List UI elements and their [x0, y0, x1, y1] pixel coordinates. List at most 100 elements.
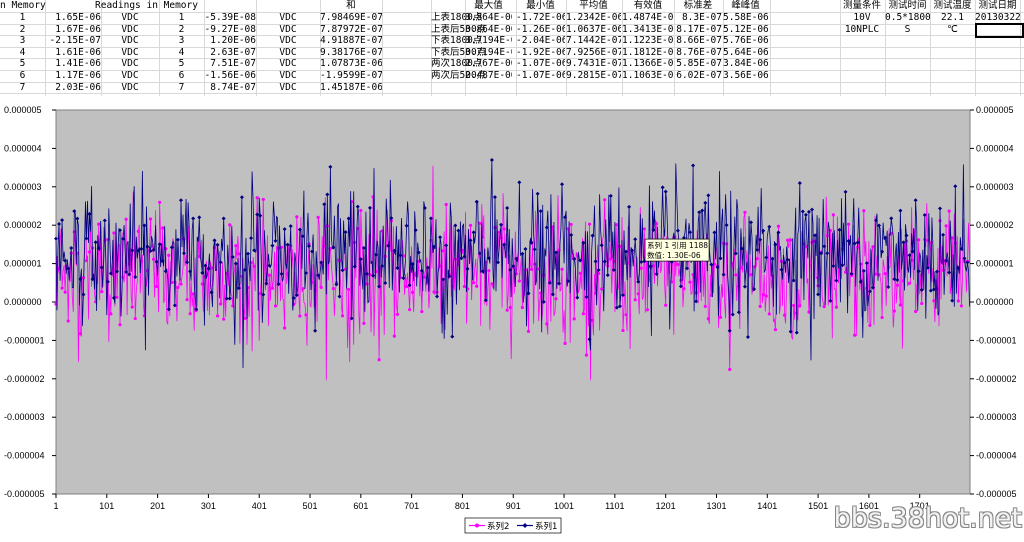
data-point[interactable]	[283, 326, 287, 330]
data-point[interactable]	[267, 263, 272, 268]
data-point[interactable]	[511, 264, 516, 269]
data-point[interactable]	[377, 358, 381, 362]
data-point[interactable]	[395, 312, 400, 316]
table-cell[interactable]: 5.12E-06	[723, 23, 768, 35]
data-point[interactable]	[745, 334, 750, 339]
data-point[interactable]	[362, 321, 366, 325]
data-point[interactable]	[816, 292, 821, 297]
header-cell[interactable]: 测试时间	[888, 0, 927, 11]
data-point[interactable]	[953, 241, 957, 245]
header-cell[interactable]: 最小值	[526, 0, 555, 11]
data-point[interactable]	[499, 222, 504, 227]
data-point[interactable]	[874, 218, 879, 223]
data-point[interactable]	[249, 236, 254, 241]
table-cell[interactable]: 1	[178, 12, 185, 23]
data-point[interactable]	[160, 258, 165, 263]
data-point[interactable]	[798, 304, 802, 308]
table-cell[interactable]: -1.26E-06	[516, 23, 565, 35]
data-point[interactable]	[617, 304, 622, 309]
data-point[interactable]	[922, 213, 927, 218]
table-cell[interactable]: 上表后500点	[431, 23, 487, 35]
data-point[interactable]	[331, 287, 336, 291]
data-point[interactable]	[538, 209, 543, 214]
data-point[interactable]	[950, 298, 955, 303]
data-point[interactable]	[615, 223, 619, 227]
table-cell[interactable]: 6.02E-07	[676, 70, 722, 81]
data-point[interactable]	[124, 269, 129, 274]
data-point[interactable]	[291, 296, 296, 301]
table-cell[interactable]: S	[904, 23, 911, 35]
table-cell[interactable]: 9.7431E-07	[566, 58, 621, 70]
data-point[interactable]	[176, 285, 180, 290]
data-point[interactable]	[529, 240, 534, 245]
data-point[interactable]	[419, 268, 424, 273]
selected-cell[interactable]	[975, 23, 1024, 38]
data-point[interactable]	[508, 267, 513, 272]
data-point[interactable]	[161, 226, 165, 230]
data-point[interactable]	[462, 284, 467, 289]
data-point[interactable]	[639, 259, 644, 264]
data-point[interactable]	[804, 245, 808, 249]
data-point[interactable]	[855, 240, 860, 245]
data-point[interactable]	[93, 240, 98, 245]
data-point[interactable]	[178, 198, 183, 203]
data-point[interactable]	[240, 274, 244, 279]
table-cell[interactable]: 1.61E-06	[55, 46, 101, 58]
data-point[interactable]	[90, 277, 95, 282]
data-point[interactable]	[703, 304, 707, 308]
data-point[interactable]	[609, 257, 613, 261]
data-point[interactable]	[569, 222, 573, 227]
data-point[interactable]	[374, 252, 379, 257]
data-point[interactable]	[755, 247, 760, 252]
table-cell[interactable]: 2	[178, 23, 185, 35]
data-point[interactable]	[203, 263, 208, 268]
data-point[interactable]	[118, 228, 123, 233]
data-point[interactable]	[868, 323, 872, 327]
data-point[interactable]	[170, 280, 174, 285]
table-cell[interactable]: VDC	[279, 81, 297, 93]
data-point[interactable]	[142, 223, 147, 228]
data-point[interactable]	[703, 200, 708, 205]
data-point[interactable]	[63, 258, 68, 263]
data-point[interactable]	[846, 239, 851, 244]
data-point[interactable]	[276, 246, 281, 250]
table-cell[interactable]: 7.1442E-07	[566, 35, 621, 47]
data-point[interactable]	[477, 251, 482, 256]
data-point[interactable]	[727, 328, 732, 333]
table-cell[interactable]: VDC	[279, 70, 297, 81]
data-point[interactable]	[880, 249, 885, 254]
data-point[interactable]	[789, 238, 793, 242]
table-cell[interactable]: 9.2815E-07	[566, 70, 621, 81]
data-point[interactable]	[215, 242, 220, 247]
data-point[interactable]	[395, 265, 400, 270]
data-point[interactable]	[294, 293, 299, 298]
data-point[interactable]	[222, 317, 226, 321]
table-cell[interactable]: 3	[178, 35, 185, 47]
data-point[interactable]	[786, 238, 790, 242]
table-cell[interactable]: 2.63E-07	[210, 46, 256, 58]
data-point[interactable]	[889, 216, 894, 221]
table-cell[interactable]: 7.9256E-07	[566, 46, 621, 58]
data-point[interactable]	[124, 217, 128, 221]
data-point[interactable]	[78, 332, 82, 336]
data-point[interactable]	[54, 236, 58, 241]
data-point[interactable]	[130, 248, 135, 253]
data-point[interactable]	[361, 245, 366, 250]
data-point[interactable]	[371, 273, 376, 278]
table-cell[interactable]: 8.74E-07	[210, 81, 256, 93]
table-cell[interactable]: 上表1800点	[431, 12, 483, 23]
data-point[interactable]	[675, 228, 680, 233]
table-cell[interactable]: VDC	[121, 46, 139, 58]
line-chart[interactable]: 0.000005 0.000005 0.000004 0.000004 0.000003…	[0, 96, 1024, 538]
data-point[interactable]	[97, 222, 101, 226]
data-point[interactable]	[803, 212, 808, 217]
table-cell[interactable]: 7	[178, 81, 185, 93]
table-cell[interactable]: 2.767E-06	[465, 58, 512, 70]
data-point[interactable]	[706, 317, 710, 321]
data-point[interactable]	[651, 228, 656, 233]
data-point[interactable]	[508, 305, 512, 310]
data-point[interactable]	[121, 236, 126, 241]
header-cell[interactable]: 测量条件	[842, 0, 881, 11]
data-point[interactable]	[334, 282, 339, 287]
data-point[interactable]	[364, 271, 369, 276]
